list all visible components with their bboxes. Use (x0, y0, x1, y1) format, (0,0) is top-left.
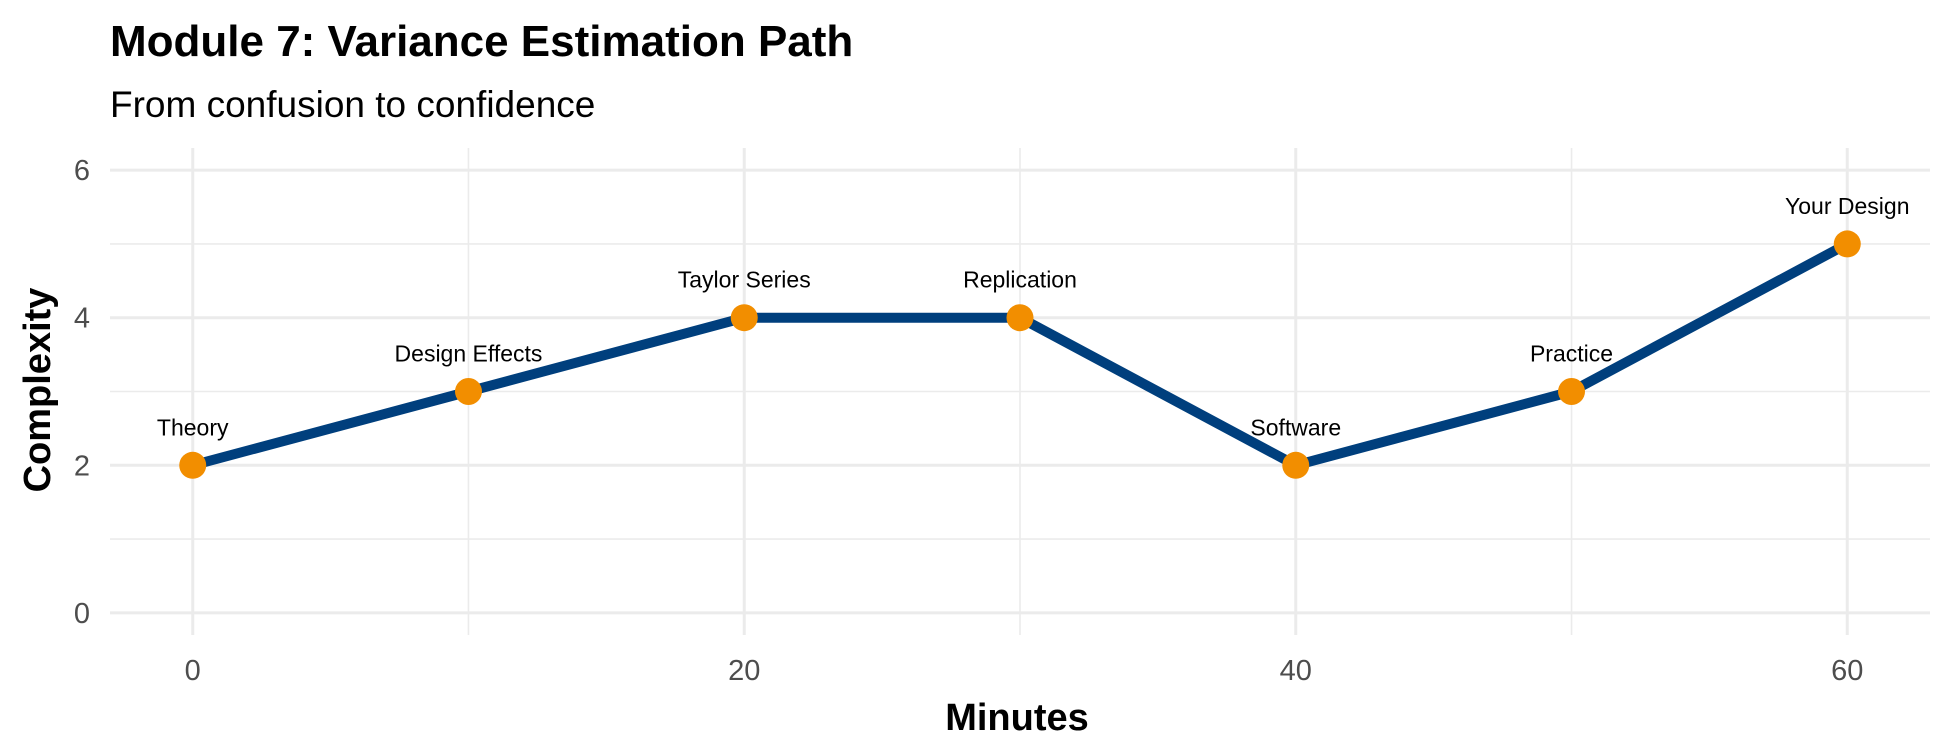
point-label: Design Effects (395, 341, 543, 367)
x-tick-label: 40 (1280, 655, 1312, 687)
grid (110, 148, 1930, 635)
point-label: Practice (1530, 341, 1613, 367)
point-label: Replication (963, 267, 1077, 293)
data-point (1558, 378, 1586, 405)
point-label: Software (1250, 414, 1341, 440)
data-point (179, 451, 207, 479)
point-label: Theory (157, 414, 229, 440)
data-point (730, 304, 758, 332)
x-tick-label: 0 (185, 655, 201, 687)
y-tick-label: 0 (74, 598, 90, 630)
point-labels: Theory Design Effects Taylor Series Replica… (157, 193, 1910, 440)
data-point (1006, 304, 1034, 332)
y-axis-title: Complexity (17, 288, 59, 493)
x-tick-label: 20 (728, 655, 760, 687)
x-axis-title: Minutes (945, 697, 1089, 739)
x-tick-label: 60 (1831, 655, 1863, 687)
chart-subtitle: From confusion to confidence (110, 84, 595, 125)
y-tick-label: 6 (74, 155, 90, 187)
data-points (179, 230, 1861, 479)
y-tick-label: 4 (74, 303, 90, 335)
data-point (1282, 451, 1310, 479)
point-label: Taylor Series (678, 267, 811, 293)
data-point (1833, 230, 1861, 258)
chart-title: Module 7: Variance Estimation Path (110, 17, 853, 66)
data-point (454, 378, 482, 405)
y-tick-label: 2 (74, 450, 90, 482)
point-label: Your Design (1785, 193, 1909, 219)
